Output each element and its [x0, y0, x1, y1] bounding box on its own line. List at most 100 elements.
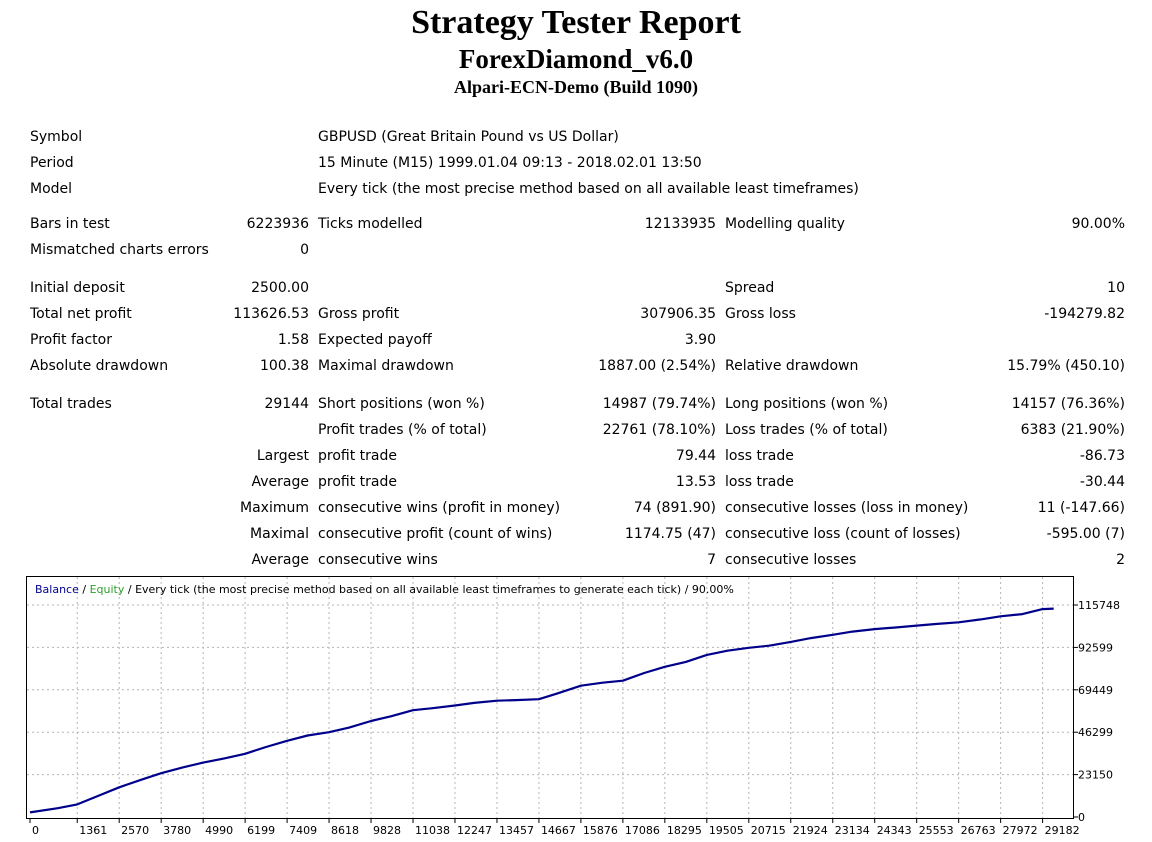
spread-label: Spread	[725, 280, 775, 296]
x-tick-label: 8618	[331, 824, 359, 837]
profit-factor-value: 1.58	[277, 332, 309, 348]
largest-profit-value: 79.44	[675, 448, 716, 464]
x-tick-label: 2570	[121, 824, 149, 837]
x-tick-label: 0	[32, 824, 39, 837]
max-drawdown-value: 1887.00 (2.54%)	[598, 358, 716, 374]
profit-trades-value: 22761 (78.10%)	[602, 422, 716, 438]
x-tick-label: 25553	[919, 824, 954, 837]
x-tick-label: 13457	[499, 824, 534, 837]
y-axis: 0 23150 46299 69449 92599 115748	[1073, 599, 1120, 824]
legend-separator: /	[79, 583, 90, 596]
plot-frame	[26, 576, 1074, 819]
y-tick-label: 23150	[1078, 769, 1113, 782]
x-tick-label: 11038	[415, 824, 450, 837]
symbol-value: GBPUSD (Great Britain Pound vs US Dollar…	[318, 129, 619, 145]
x-tick-label: 1361	[79, 824, 107, 837]
x-tick-label: 26763	[961, 824, 996, 837]
long-positions-label: Long positions (won %)	[725, 396, 889, 412]
profit-trades-label: Profit trades (% of total)	[318, 422, 487, 438]
maximal-label: Maximal	[250, 526, 309, 542]
net-profit-label: Total net profit	[30, 306, 132, 322]
series-layer	[29, 607, 1054, 814]
deposit-label: Initial deposit	[30, 280, 125, 296]
x-tick-label: 14667	[541, 824, 576, 837]
expected-payoff-label: Expected payoff	[318, 332, 432, 348]
x-tick-label: 6199	[247, 824, 275, 837]
quality-label: Modelling quality	[725, 216, 845, 232]
max-drawdown-label: Maximal drawdown	[318, 358, 454, 374]
model-value: Every tick (the most precise method base…	[318, 181, 859, 197]
max-consec-wins-value: 74 (891.90)	[633, 500, 716, 516]
gross-loss-label: Gross loss	[725, 306, 796, 322]
maximum-label: Maximum	[240, 500, 309, 516]
y-tick-label: 46299	[1078, 726, 1113, 739]
bars-value: 6223936	[246, 216, 309, 232]
average-profit-label: profit trade	[318, 474, 397, 490]
rel-drawdown-value: 15.79% (450.10)	[1007, 358, 1125, 374]
x-tick-label: 4990	[205, 824, 233, 837]
rel-drawdown-label: Relative drawdown	[725, 358, 859, 374]
total-trades-value: 29144	[264, 396, 309, 412]
largest-profit-label: profit trade	[318, 448, 397, 464]
server-build: Alpari-ECN-Demo (Build 1090)	[454, 77, 698, 97]
max-consec-losses-value: 11 (-147.66)	[1037, 500, 1125, 516]
avg-consec-losses-value: 2	[1116, 552, 1125, 568]
loss-trades-value: 6383 (21.90%)	[1020, 422, 1125, 438]
expected-payoff-value: 3.90	[684, 332, 716, 348]
y-tick-label: 115748	[1078, 599, 1120, 612]
gross-profit-value: 307906.35	[640, 306, 716, 322]
report-title: Strategy Tester Report	[411, 4, 741, 41]
max-consec-losses-label: consecutive losses (loss in money)	[725, 500, 969, 516]
maximal-loss-value: -595.00 (7)	[1046, 526, 1125, 542]
expert-name: ForexDiamond_v6.0	[458, 44, 694, 74]
average-profit-value: 13.53	[675, 474, 716, 490]
x-tick-label: 17086	[625, 824, 660, 837]
total-trades-label: Total trades	[30, 396, 112, 412]
gross-profit-label: Gross profit	[318, 306, 400, 322]
x-tick-label: 24343	[877, 824, 912, 837]
largest-label: Largest	[256, 448, 309, 464]
average-loss-value: -30.44	[1079, 474, 1125, 490]
short-positions-label: Short positions (won %)	[318, 396, 485, 412]
x-tick-label: 3780	[163, 824, 191, 837]
largest-loss-value: -86.73	[1079, 448, 1125, 464]
max-consec-wins-label: consecutive wins (profit in money)	[318, 500, 561, 516]
quality-value: 90.00%	[1071, 216, 1125, 232]
abs-drawdown-value: 100.38	[260, 358, 309, 374]
avg-consec-wins-value: 7	[707, 552, 716, 568]
symbol-label: Symbol	[30, 129, 83, 145]
x-tick-label: 21924	[793, 824, 828, 837]
short-positions-value: 14987 (79.74%)	[602, 396, 716, 412]
period-value: 15 Minute (M15) 1999.01.04 09:13 - 2018.…	[318, 155, 702, 171]
bars-label: Bars in test	[30, 216, 110, 232]
loss-trades-label: Loss trades (% of total)	[725, 422, 888, 438]
x-tick-label: 9828	[373, 824, 401, 837]
long-positions-value: 14157 (76.36%)	[1011, 396, 1125, 412]
maximal-profit-label: consecutive profit (count of wins)	[318, 526, 553, 542]
x-tick-label: 15876	[583, 824, 618, 837]
x-tick-label: 18295	[667, 824, 702, 837]
y-tick-label: 0	[1078, 811, 1085, 824]
net-profit-value: 113626.53	[233, 306, 309, 322]
x-tick-label: 12247	[457, 824, 492, 837]
largest-loss-label: loss trade	[725, 448, 794, 464]
avg-consec-wins-label: consecutive wins	[318, 552, 438, 568]
x-tick-label: 20715	[751, 824, 786, 837]
gross-loss-value: -194279.82	[1044, 306, 1125, 322]
period-label: Period	[30, 155, 74, 171]
balance-chart: 0 1361 2570 3780 4990 6199 7409 8618 9828 11038 12…	[26, 576, 1120, 837]
profit-factor-label: Profit factor	[30, 332, 112, 348]
ticks-value: 12133935	[644, 216, 716, 232]
average-label: Average	[251, 474, 310, 490]
x-tick-label: 19505	[709, 824, 744, 837]
y-tick-label: 92599	[1078, 641, 1113, 654]
x-tick-label: 27972	[1003, 824, 1038, 837]
x-tick-label: 23134	[835, 824, 870, 837]
balance-line	[29, 607, 1054, 814]
legend-equity: Equity	[90, 583, 125, 596]
legend-balance: Balance	[35, 583, 79, 596]
ticks-label: Ticks modelled	[318, 216, 423, 232]
maximal-profit-value: 1174.75 (47)	[624, 526, 716, 542]
maximal-loss-label: consecutive loss (count of losses)	[725, 526, 961, 542]
x-tick-label: 7409	[289, 824, 317, 837]
